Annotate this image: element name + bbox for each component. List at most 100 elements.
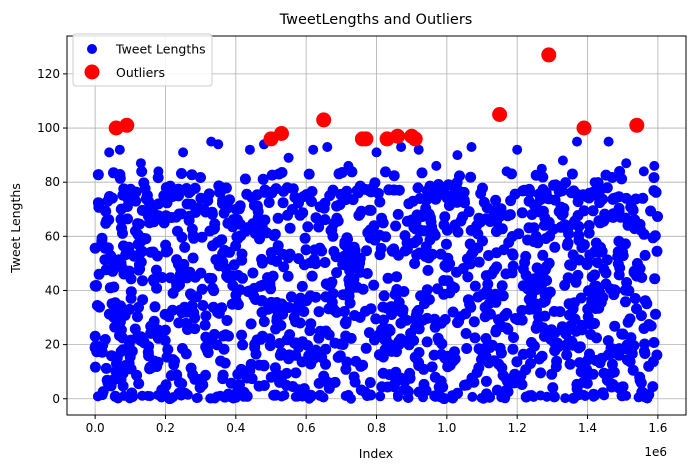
tweet-length-point: [371, 147, 382, 158]
tweet-length-point: [323, 329, 335, 341]
tweet-length-point: [591, 332, 602, 344]
tweet-length-point: [318, 370, 330, 382]
tweet-length-point: [163, 311, 175, 323]
tweet-length-point: [123, 357, 135, 369]
tweet-length-point: [651, 245, 663, 257]
x-tick-label: 1.2: [508, 421, 527, 435]
tweet-length-point: [558, 326, 570, 337]
tweet-length-point: [263, 277, 275, 289]
tweet-length-point: [119, 309, 131, 321]
tweet-lengths-series: [89, 136, 663, 405]
tweet-length-point: [167, 287, 179, 299]
tweet-length-point: [258, 359, 270, 371]
tweet-length-point: [364, 377, 376, 388]
tweet-length-point: [501, 166, 512, 177]
tweet-length-point: [377, 217, 389, 229]
tweet-length-point: [342, 233, 353, 245]
tweet-length-point: [319, 197, 331, 209]
tweet-length-point: [416, 167, 428, 179]
tweet-length-point: [153, 166, 164, 177]
tweet-length-point: [553, 206, 565, 218]
tweet-length-point: [318, 392, 329, 403]
tweet-length-point: [136, 166, 148, 177]
tweet-length-point: [504, 209, 516, 221]
tweet-length-point: [500, 268, 512, 280]
tweet-length-point: [650, 308, 661, 320]
tweet-length-point: [443, 179, 454, 191]
tweet-length-point: [290, 367, 302, 379]
tweet-length-point: [389, 288, 401, 300]
tweet-length-point: [274, 349, 286, 361]
tweet-length-point: [443, 200, 455, 211]
tweet-length-point: [105, 380, 117, 392]
tweet-length-point: [401, 384, 412, 396]
tweet-length-point: [104, 282, 116, 294]
tweet-length-point: [200, 369, 211, 381]
tweet-length-point: [204, 272, 215, 284]
tweet-length-point: [649, 160, 660, 171]
tweet-length-point: [354, 257, 366, 269]
tweet-length-point: [467, 391, 478, 402]
tweet-length-point: [547, 382, 559, 394]
tweet-length-point: [438, 275, 450, 286]
tweet-length-point: [341, 185, 353, 197]
tweet-length-point: [251, 202, 263, 214]
tweet-length-point: [475, 216, 487, 228]
tweet-length-point: [234, 218, 246, 230]
tweet-length-point: [218, 207, 230, 219]
tweet-length-point: [143, 350, 155, 362]
tweet-length-point: [613, 269, 625, 281]
tweet-length-point: [413, 225, 425, 237]
tweet-length-point: [490, 324, 502, 336]
tweet-length-point: [388, 170, 400, 182]
tweet-length-point: [583, 285, 594, 297]
tweet-length-point: [181, 183, 193, 194]
tweet-length-point: [228, 259, 240, 271]
y-tick-label: 100: [37, 121, 60, 135]
tweet-length-point: [152, 332, 164, 344]
tweet-length-point: [447, 355, 459, 367]
tweet-length-point: [584, 249, 596, 261]
tweet-length-point: [473, 362, 485, 374]
tweet-length-point: [152, 324, 164, 336]
tweet-length-point: [102, 195, 114, 207]
tweet-length-point: [225, 377, 237, 389]
tweet-length-point: [480, 333, 492, 344]
tweet-length-point: [430, 193, 442, 205]
tweet-length-point: [557, 155, 568, 166]
tweet-length-point: [519, 257, 531, 268]
tweet-length-point: [271, 255, 282, 267]
tweet-length-point: [395, 317, 407, 329]
tweet-length-point: [169, 355, 180, 367]
tweet-length-point: [630, 193, 642, 205]
tweet-length-point: [390, 220, 402, 232]
tweet-length-point: [125, 273, 137, 285]
tweet-length-point: [461, 379, 473, 391]
tweet-length-point: [648, 172, 660, 184]
tweet-length-point: [296, 280, 308, 292]
tweet-length-point: [613, 235, 625, 247]
tweet-length-point: [299, 232, 311, 244]
tweet-length-point: [308, 144, 319, 155]
tweet-length-point: [574, 341, 586, 353]
tweet-length-point: [119, 390, 129, 401]
tweet-length-point: [435, 375, 447, 387]
tweet-length-point: [438, 288, 450, 300]
y-tick-label: 80: [45, 175, 60, 189]
tweet-length-point: [235, 230, 247, 242]
tweet-length-point: [270, 323, 282, 335]
tweet-length-point: [381, 335, 393, 347]
tweet-length-point: [462, 271, 474, 283]
tweet-length-point: [232, 269, 244, 281]
tweet-length-point: [226, 298, 238, 310]
tweet-length-point: [405, 334, 417, 346]
tweet-length-point: [529, 283, 541, 295]
tweet-length-point: [319, 257, 331, 268]
tweet-length-point: [537, 249, 549, 261]
tweet-length-point: [263, 197, 275, 208]
tweet-length-point: [89, 361, 101, 373]
tweet-length-point: [166, 212, 178, 223]
tweet-length-point: [290, 337, 302, 349]
x-tick-label: 1.6: [648, 421, 667, 435]
tweet-length-point: [355, 360, 367, 372]
